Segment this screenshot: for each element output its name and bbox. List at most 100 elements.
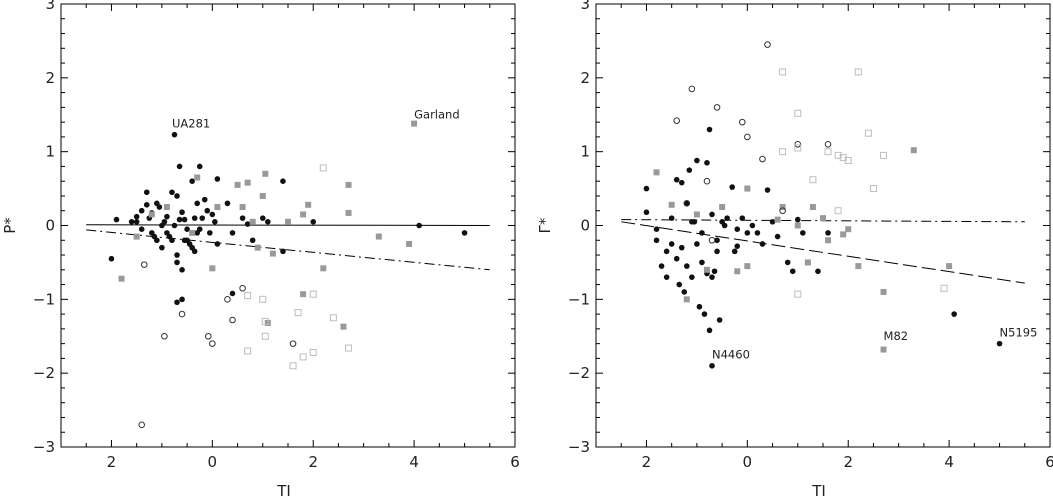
x-tick-label: 2 [642,453,652,471]
point-open-square [289,362,297,370]
point-open-square [794,144,802,152]
point-filled-square [820,215,826,222]
point-open-circle [794,140,802,148]
x-axis-label: TI [811,482,826,499]
point-filled-circle [731,248,738,255]
point-filled-circle [204,207,211,214]
point-filled-circle [201,196,208,203]
point-filled-square [855,263,862,270]
point-filled-circle [681,289,688,295]
point-filled-square [794,222,801,229]
point-filled-circle [156,204,163,210]
point-filled-square [779,204,786,211]
point-filled-square [285,218,291,225]
point-filled-circle [749,222,756,229]
y-tick-label: 2 [45,69,55,87]
point-filled-square [946,263,953,270]
point-filled-circle [739,215,746,221]
point-filled-circle [668,215,675,221]
point-filled-square [744,185,751,192]
point-open-square [261,332,269,340]
annotation-label: N5195 [1000,325,1038,339]
y-tick-label: −3 [568,438,590,456]
point-filled-circle [108,255,115,262]
point-filled-square [719,204,726,211]
point-filled-circle [244,221,251,227]
point-open-square [864,129,872,137]
point-filled-circle [174,259,180,266]
point-filled-circle [815,268,821,275]
point-filled-circle [176,216,183,223]
point-filled-circle [166,233,173,240]
point-filled-square [194,174,201,181]
point-open-square [834,207,842,215]
point-filled-square [809,204,816,211]
point-open-square [779,148,787,156]
point-filled-circle [653,237,660,244]
point-filled-square [214,204,221,211]
x-tick-label: 4 [944,453,954,471]
point-open-square [309,348,317,356]
point-open-square [794,290,802,298]
point-filled-circle [161,219,168,225]
point-filled-square [880,288,887,295]
point-filled-square [910,147,917,154]
point-filled-circle [194,200,200,207]
point-filled-square [269,250,276,257]
point-filled-circle [729,184,735,190]
point-filled-square [305,201,312,208]
point-filled-circle [701,311,708,317]
point-filled-circle [212,219,218,225]
point-filled-circle [229,230,236,236]
y-tick-label: 1 [45,143,55,161]
point-filled-square [320,265,327,272]
point-filled-square [406,240,413,247]
point-filled-circle [128,219,135,225]
x-tick-label: 0 [743,453,753,471]
point-open-square [244,292,252,300]
point-filled-square [845,226,852,233]
point-open-square [824,148,832,156]
point-filled-square [375,233,382,240]
point-filled-circle [714,237,720,244]
point-open-circle [140,261,148,268]
point-filled-circle [769,219,776,225]
point-filled-circle [189,178,195,184]
point-filled-square [683,296,690,303]
point-filled-circle [310,219,317,225]
point-filled-circle [214,241,221,247]
point-filled-circle [191,248,198,255]
point-open-circle [713,104,721,111]
point-open-square [854,68,862,76]
point-filled-circle [416,222,422,229]
point-filled-circle [259,215,266,221]
point-filled-square [118,275,125,282]
point-filled-circle [678,244,685,251]
annotation-label: N4460 [712,347,750,361]
point-filled-circle [673,176,680,183]
y-tick-label: 3 [45,0,55,13]
point-filled-square [249,218,256,225]
point-filled-circle [224,200,231,207]
point-open-square [844,157,852,165]
x-tick-label: 6 [510,453,520,471]
point-filled-circle [179,209,185,216]
point-open-square [940,284,948,292]
point-open-square [834,151,842,159]
point-filled-circle [714,248,720,255]
point-filled-circle [734,226,741,232]
y-tick-label: 0 [580,217,590,235]
point-filled-circle [199,215,206,221]
point-open-circle [708,236,716,244]
x-tick-label: 0 [208,453,218,471]
point-filled-square [653,169,660,176]
x-tick-label: 4 [409,453,419,471]
fit-line-long-dash [621,221,1025,284]
point-filled-square [703,266,710,273]
point-open-circle [178,310,186,318]
point-filled-circle [249,237,256,244]
point-filled-circle [138,226,145,232]
point-filled-square [148,211,155,218]
point-open-square [779,68,787,76]
